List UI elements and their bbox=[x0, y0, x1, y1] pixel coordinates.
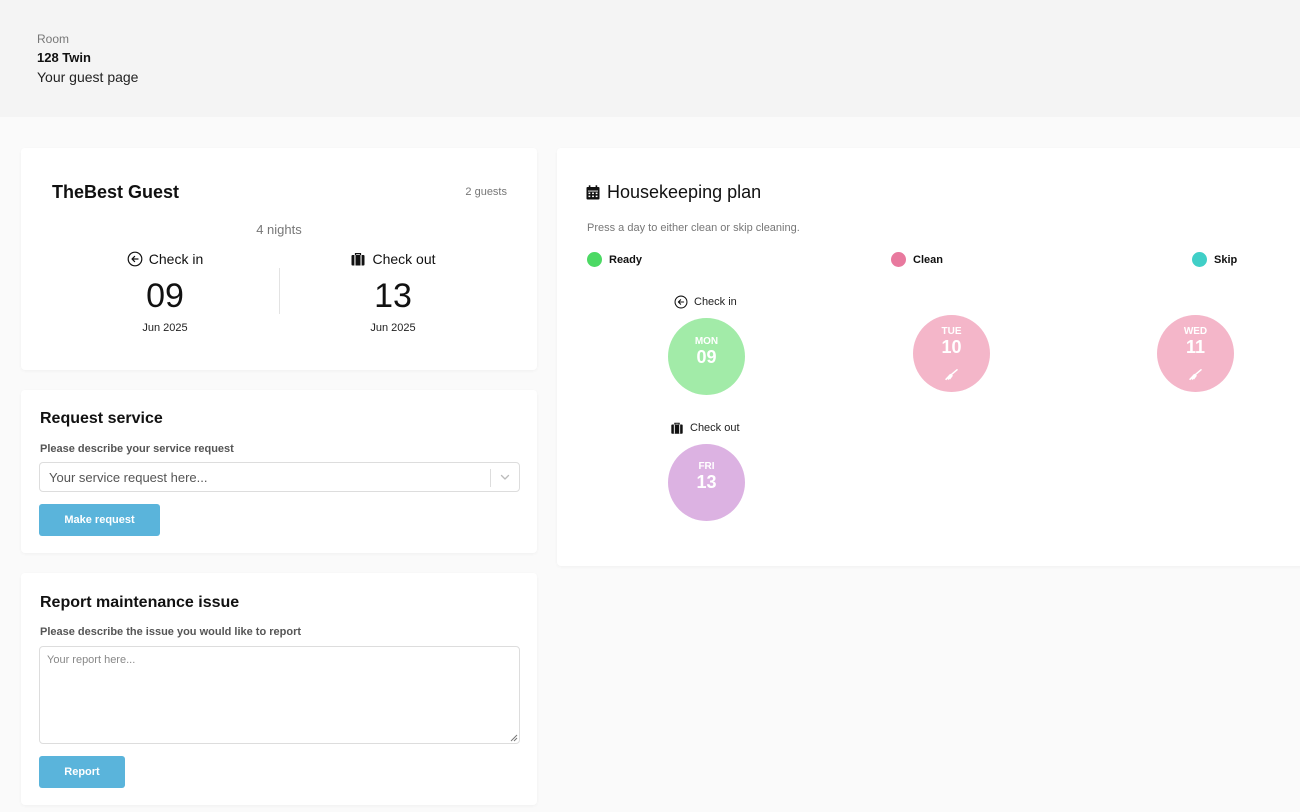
housekeeping-title-text: Housekeeping plan bbox=[607, 182, 762, 202]
housekeeping-title: Housekeeping plan bbox=[586, 182, 761, 203]
day-num: 11 bbox=[1185, 337, 1206, 357]
housekeeping-subtitle: Press a day to either clean or skip clea… bbox=[587, 222, 800, 234]
check-out-block: Check out 13 Jun 2025 bbox=[323, 250, 463, 334]
resize-handle-icon[interactable] bbox=[510, 734, 518, 742]
stay-divider bbox=[279, 268, 280, 314]
service-request-select[interactable]: Your service request here... bbox=[39, 462, 520, 492]
guest-count: 2 guests bbox=[465, 186, 507, 198]
check-in-month: Jun 2025 bbox=[142, 322, 188, 334]
day-caption-check-in-text: Check in bbox=[694, 296, 737, 308]
suitcase-icon bbox=[671, 422, 683, 434]
day-fri-13[interactable]: FRI 13 bbox=[668, 444, 745, 521]
day-num: 13 bbox=[696, 472, 717, 492]
report-button[interactable]: Report bbox=[39, 756, 125, 788]
legend-skip-dot bbox=[1192, 252, 1207, 267]
legend-ready-dot bbox=[587, 252, 602, 267]
check-out-day: 13 bbox=[374, 277, 412, 315]
day-wed-11[interactable]: WED 11 bbox=[1157, 315, 1234, 392]
select-separator bbox=[490, 469, 491, 487]
room-name: 128 Twin bbox=[37, 50, 91, 65]
legend-clean-dot bbox=[891, 252, 906, 267]
service-request-placeholder: Your service request here... bbox=[49, 470, 208, 485]
day-mon-09[interactable]: MON 09 bbox=[668, 318, 745, 395]
service-request-label: Please describe your service request bbox=[40, 443, 234, 455]
legend-skip-label: Skip bbox=[1214, 253, 1238, 266]
arrow-left-circle-icon bbox=[127, 251, 143, 267]
day-caption-check-out-text: Check out bbox=[690, 422, 740, 434]
day-num: 09 bbox=[696, 347, 717, 367]
day-dow: MON bbox=[694, 336, 719, 347]
report-textarea[interactable] bbox=[39, 646, 520, 744]
legend-ready-label: Ready bbox=[609, 253, 643, 266]
check-in-block: Check in 09 Jun 2025 bbox=[95, 250, 235, 334]
check-in-day: 09 bbox=[146, 277, 184, 315]
broom-icon bbox=[1189, 369, 1202, 381]
report-maintenance-title: Report maintenance issue bbox=[40, 594, 240, 611]
day-tue-10[interactable]: TUE 10 bbox=[913, 315, 990, 392]
check-out-label: Check out bbox=[372, 251, 436, 267]
check-out-month: Jun 2025 bbox=[370, 322, 416, 334]
chevron-down-icon[interactable] bbox=[499, 471, 511, 483]
calendar-icon bbox=[586, 185, 600, 200]
legend-clean-label: Clean bbox=[913, 253, 943, 266]
day-num: 10 bbox=[941, 337, 962, 357]
suitcase-icon bbox=[351, 253, 365, 266]
guest-card: TheBest Guest 2 guests 4 nights Check in… bbox=[21, 148, 537, 370]
guest-name: TheBest Guest bbox=[52, 182, 180, 202]
check-in-label: Check in bbox=[148, 251, 204, 267]
arrow-left-circle-icon bbox=[674, 295, 688, 309]
legend-ready: Ready bbox=[587, 252, 642, 267]
request-service-title: Request service bbox=[40, 410, 163, 427]
make-request-button[interactable]: Make request bbox=[39, 504, 160, 536]
day-caption-check-in: Check in bbox=[674, 295, 737, 309]
page-subtitle: Your guest page bbox=[37, 69, 139, 85]
day-dow: TUE bbox=[941, 326, 962, 337]
housekeeping-card: Housekeeping plan Press a day to either … bbox=[557, 148, 1300, 566]
room-label: Room bbox=[37, 32, 70, 46]
nights-count: 4 nights bbox=[256, 222, 302, 237]
legend-skip: Skip bbox=[1192, 252, 1237, 267]
request-service-card: Request service Please describe your ser… bbox=[21, 390, 537, 553]
day-dow: FRI bbox=[698, 461, 715, 472]
page-header: Room 128 Twin Your guest page bbox=[0, 0, 1300, 117]
report-issue-label: Please describe the issue you would like… bbox=[40, 626, 302, 638]
legend-clean: Clean bbox=[891, 252, 943, 267]
broom-icon bbox=[945, 369, 958, 381]
day-dow: WED bbox=[1183, 326, 1208, 337]
day-caption-check-out: Check out bbox=[670, 421, 740, 435]
report-maintenance-card: Report maintenance issue Please describe… bbox=[21, 573, 537, 805]
